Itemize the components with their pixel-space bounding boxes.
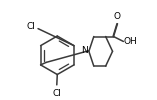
Text: OH: OH [124, 37, 138, 46]
Text: O: O [114, 12, 121, 21]
Text: Cl: Cl [52, 89, 61, 98]
Text: N: N [81, 46, 88, 55]
Text: Cl: Cl [27, 22, 36, 31]
